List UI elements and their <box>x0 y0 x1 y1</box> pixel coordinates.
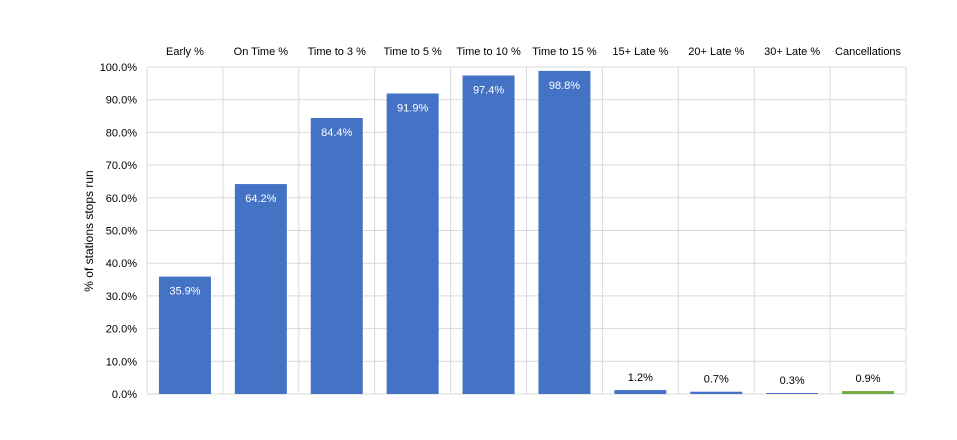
bar <box>386 93 439 394</box>
bar <box>538 70 591 394</box>
data-label: 0.3% <box>780 375 805 387</box>
bar <box>462 75 515 394</box>
bar <box>690 391 743 394</box>
category-label: Time to 3 % <box>308 46 366 58</box>
category-label: 20+ Late % <box>688 46 744 58</box>
data-label: 64.2% <box>245 193 276 205</box>
bar <box>310 118 363 395</box>
bar <box>614 390 667 394</box>
data-label: 35.9% <box>169 286 200 298</box>
data-label: 91.9% <box>397 102 428 114</box>
category-label: 30+ Late % <box>764 46 820 58</box>
y-tick-label: 50.0% <box>106 226 137 238</box>
y-tick-label: 0.0% <box>112 389 137 401</box>
y-tick-label: 10.0% <box>106 356 137 368</box>
category-label: Time to 10 % <box>456 46 521 58</box>
category-label: Time to 5 % <box>384 46 442 58</box>
bar <box>158 276 211 394</box>
data-label: 0.7% <box>704 374 729 386</box>
data-label: 98.8% <box>549 80 580 92</box>
y-tick-label: 70.0% <box>106 160 137 172</box>
y-tick-label: 90.0% <box>106 95 137 107</box>
y-axis: 0.0% 10.0% 20.0% 30.0% 40.0% 50.0% 60.0% 70.0% 8… <box>100 62 138 401</box>
bars <box>158 70 895 395</box>
data-label: 84.4% <box>321 127 352 139</box>
category-label: On Time % <box>234 46 289 58</box>
data-label: 0.9% <box>856 373 881 385</box>
category-axis: Early % On Time % Time to 3 % Time to 5 % Ti… <box>166 46 902 58</box>
data-labels: 35.9% 64.2% 84.4% 91.9% 97.4% 98.8% 1.2% 0.7% 0.… <box>169 80 880 387</box>
y-tick-label: 80.0% <box>106 127 137 139</box>
y-axis-title: % of stations stops run <box>82 170 96 291</box>
y-tick-label: 100.0% <box>100 62 138 74</box>
category-label: 15+ Late % <box>612 46 668 58</box>
bar <box>842 391 895 394</box>
data-label: 1.2% <box>628 372 653 384</box>
category-label: Time to 15 % <box>532 46 597 58</box>
y-tick-label: 40.0% <box>106 258 137 270</box>
data-label: 97.4% <box>473 85 504 97</box>
y-tick-label: 20.0% <box>106 324 137 336</box>
bar <box>766 393 819 394</box>
y-tick-label: 60.0% <box>106 193 137 205</box>
category-label: Early % <box>166 46 204 58</box>
category-label: Cancellations <box>835 46 902 58</box>
y-tick-label: 30.0% <box>106 291 137 303</box>
bar <box>234 184 287 394</box>
